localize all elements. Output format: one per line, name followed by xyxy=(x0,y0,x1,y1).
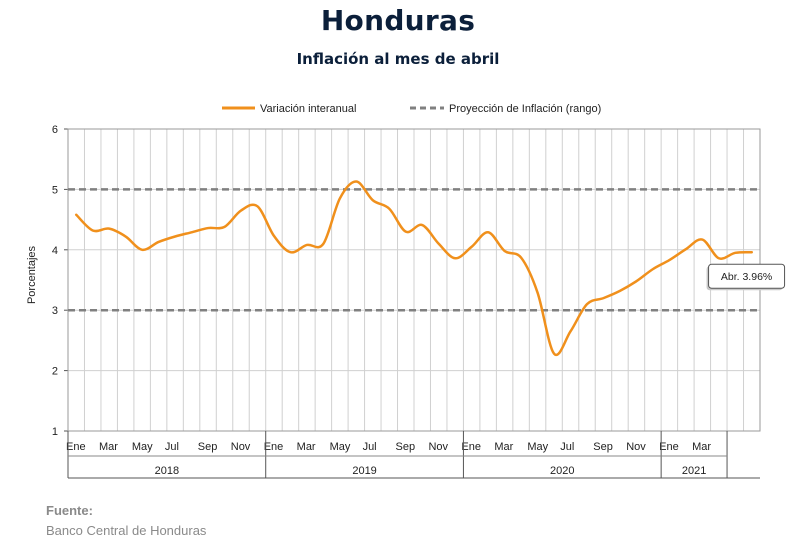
x-tick-label: Jul xyxy=(165,441,179,453)
x-tick-label: Mar xyxy=(99,441,118,453)
x-tick-label: Ene xyxy=(461,441,481,453)
year-label: 2018 xyxy=(155,465,179,477)
y-axis-label: Porcentajes xyxy=(26,245,38,304)
series-line-variacion-interanual xyxy=(74,180,754,357)
x-tick-label: May xyxy=(527,441,548,453)
legend-band-label: Proyección de Inflación (rango) xyxy=(449,103,601,115)
annotation-label: Abr. 3.96% xyxy=(721,271,772,283)
x-tick-label: Sep xyxy=(198,441,218,453)
x-tick-label: Mar xyxy=(297,441,316,453)
source-text: Banco Central de Honduras xyxy=(46,523,207,538)
y-tick-label: 2 xyxy=(52,366,58,378)
year-label: 2019 xyxy=(352,465,376,477)
x-tick-label: May xyxy=(330,441,351,453)
x-tick-label: Mar xyxy=(692,441,711,453)
plot-area: 1 2 3 4 5 6 Ene Mar May Jul Sep Nov Ene Mar May Jul Sep N… xyxy=(52,124,786,479)
x-tick-label: May xyxy=(132,441,153,453)
x-tick-label: Nov xyxy=(626,441,646,453)
y-tick-label: 4 xyxy=(52,245,58,257)
x-tick-label: Nov xyxy=(231,441,251,453)
x-tick-label: Ene xyxy=(659,441,679,453)
source-label: Fuente: xyxy=(46,503,93,518)
y-tick-label: 3 xyxy=(52,305,58,317)
y-tick-label: 1 xyxy=(52,426,58,438)
x-tick-label: Ene xyxy=(264,441,284,453)
legend-series-label: Variación interanual xyxy=(260,103,356,115)
year-label: 2020 xyxy=(550,465,574,477)
x-tick-label: Sep xyxy=(593,441,613,453)
x-tick-label: Ene xyxy=(66,441,86,453)
y-tick-label: 5 xyxy=(52,184,58,196)
x-tick-label: Nov xyxy=(428,441,448,453)
x-tick-label: Jul xyxy=(560,441,574,453)
x-tick-label: Jul xyxy=(363,441,377,453)
annotation-box xyxy=(708,263,786,289)
x-tick-label: Mar xyxy=(494,441,513,453)
chart-legend: Variación interanual Proyección de Infla… xyxy=(222,103,601,115)
x-tick-label: Sep xyxy=(396,441,416,453)
chart-subtitle: Inflación al mes de abril xyxy=(296,50,500,68)
year-label: 2021 xyxy=(682,465,706,477)
chart-title: Honduras xyxy=(320,4,476,37)
y-tick-label: 6 xyxy=(52,124,58,136)
